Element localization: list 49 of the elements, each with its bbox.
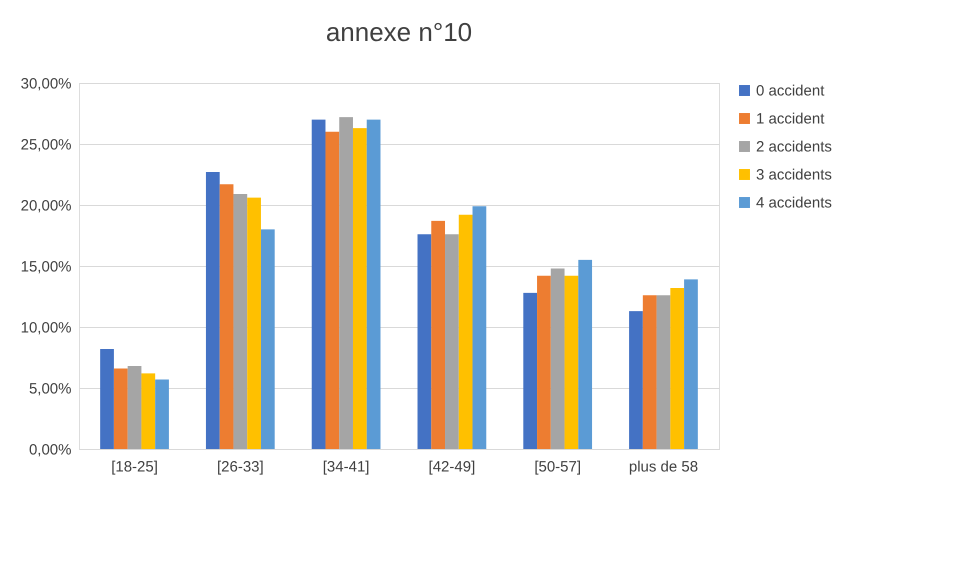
bar xyxy=(352,128,367,449)
bar xyxy=(366,120,380,449)
bar xyxy=(260,229,275,449)
bar xyxy=(523,292,538,449)
bar xyxy=(312,120,326,449)
y-tick-label: 15,00% xyxy=(20,258,72,276)
bar xyxy=(670,288,684,449)
bar xyxy=(537,276,551,449)
bar xyxy=(472,206,486,449)
bar xyxy=(642,295,657,449)
x-tick-label: [50-57] xyxy=(534,458,582,476)
bar xyxy=(141,373,156,449)
legend-label: 2 accidents xyxy=(756,138,832,156)
bar xyxy=(220,184,234,449)
bar xyxy=(206,172,220,449)
legend-label: 1 accident xyxy=(756,110,826,128)
chart-title: annexe n°10 xyxy=(326,17,472,47)
bar xyxy=(233,194,248,449)
bar xyxy=(247,198,261,449)
bar xyxy=(564,276,578,449)
bar xyxy=(114,368,128,449)
y-tick-label: 5,00% xyxy=(28,380,72,398)
bar xyxy=(128,366,142,449)
x-tick-label: [34-41] xyxy=(322,458,370,476)
bar xyxy=(445,234,459,449)
y-tick-label: 20,00% xyxy=(20,198,72,214)
bar xyxy=(431,220,446,449)
x-tick-label: [42-49] xyxy=(428,458,476,476)
y-tick-label: 30,00% xyxy=(20,76,72,92)
y-tick-label: 25,00% xyxy=(20,136,72,154)
x-tick-label: [18-25] xyxy=(111,458,158,476)
legend-label: 3 accidents xyxy=(756,166,832,184)
bar xyxy=(155,379,169,449)
bar xyxy=(100,348,114,449)
bar xyxy=(325,132,340,449)
bar xyxy=(418,234,432,449)
bar xyxy=(550,268,565,449)
bar xyxy=(684,279,698,449)
y-tick-label: 10,00% xyxy=(20,320,72,336)
bar xyxy=(656,295,670,449)
legend-label: 0 accident xyxy=(756,82,826,100)
bar xyxy=(339,117,353,449)
bar xyxy=(578,260,592,449)
x-tick-label: plus de 58 xyxy=(628,458,698,476)
bar xyxy=(458,214,473,449)
bar xyxy=(629,311,643,449)
legend-label: 4 accidents xyxy=(756,194,832,212)
y-tick-label: 0,00% xyxy=(28,442,72,458)
x-tick-label: [26-33] xyxy=(216,458,264,476)
